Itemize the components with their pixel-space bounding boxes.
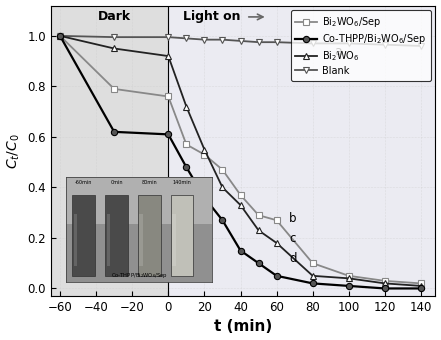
Bi$_2$WO$_6$ <box>382 282 388 286</box>
Text: b: b <box>289 211 297 224</box>
Bi$_2$WO$_6$ <box>57 34 63 38</box>
Bi$_2$WO$_6$ <box>220 185 225 189</box>
Text: a: a <box>334 45 342 58</box>
Bi$_2$WO$_6$/Sep <box>419 282 424 286</box>
Text: Dark: Dark <box>97 11 131 23</box>
Blank <box>202 38 207 42</box>
Bi$_2$WO$_6$/Sep <box>310 261 315 265</box>
Blank <box>419 44 424 48</box>
Bi$_2$WO$_6$ <box>166 54 171 58</box>
Co-THPP/Bi$_2$WO$_6$/Sep <box>166 132 171 136</box>
X-axis label: t (min): t (min) <box>214 320 273 335</box>
Co-THPP/Bi$_2$WO$_6$/Sep <box>274 274 279 278</box>
Blank <box>256 40 261 44</box>
Bi$_2$WO$_6$ <box>256 228 261 233</box>
Co-THPP/Bi$_2$WO$_6$/Sep <box>310 282 315 286</box>
Blank <box>238 39 243 43</box>
Bi$_2$WO$_6$/Sep <box>238 193 243 197</box>
Bi$_2$WO$_6$ <box>112 47 117 51</box>
Co-THPP/Bi$_2$WO$_6$/Sep <box>382 286 388 290</box>
Bi$_2$WO$_6$ <box>346 276 351 280</box>
Bi$_2$WO$_6$ <box>202 148 207 152</box>
Bi$_2$WO$_6$ <box>274 241 279 245</box>
Blank <box>274 40 279 44</box>
Blank <box>310 41 315 46</box>
Co-THPP/Bi$_2$WO$_6$/Sep <box>202 195 207 200</box>
Co-THPP/Bi$_2$WO$_6$/Sep <box>346 284 351 288</box>
Bi$_2$WO$_6$/Sep <box>202 153 207 157</box>
Blank <box>382 42 388 47</box>
Bar <box>51 5 168 296</box>
Bi$_2$WO$_6$/Sep <box>274 218 279 222</box>
Co-THPP/Bi$_2$WO$_6$/Sep <box>184 165 189 169</box>
Co-THPP/Bi$_2$WO$_6$/Sep <box>238 249 243 253</box>
Bi$_2$WO$_6$/Sep <box>184 142 189 147</box>
Bi$_2$WO$_6$/Sep <box>166 95 171 99</box>
Bi$_2$WO$_6$/Sep <box>382 279 388 283</box>
Bi$_2$WO$_6$/Sep <box>346 274 351 278</box>
Bi$_2$WO$_6$/Sep <box>57 34 63 38</box>
Blank <box>57 34 63 38</box>
Blank <box>220 38 225 42</box>
Blank <box>112 35 117 39</box>
Blank <box>166 35 171 39</box>
Y-axis label: $C_t/C_0$: $C_t/C_0$ <box>6 133 22 169</box>
Bi$_2$WO$_6$/Sep <box>256 213 261 217</box>
Blank <box>346 41 351 46</box>
Legend: Bi$_2$WO$_6$/Sep, Co-THPP/Bi$_2$WO$_6$/Sep, Bi$_2$WO$_6$, Blank: Bi$_2$WO$_6$/Sep, Co-THPP/Bi$_2$WO$_6$/S… <box>291 11 430 81</box>
Line: Bi$_2$WO$_6$: Bi$_2$WO$_6$ <box>57 33 424 289</box>
Co-THPP/Bi$_2$WO$_6$/Sep <box>419 286 424 290</box>
Co-THPP/Bi$_2$WO$_6$/Sep <box>220 218 225 222</box>
Line: Co-THPP/Bi$_2$WO$_6$/Sep: Co-THPP/Bi$_2$WO$_6$/Sep <box>57 33 424 292</box>
Text: c: c <box>289 232 295 245</box>
Co-THPP/Bi$_2$WO$_6$/Sep <box>57 34 63 38</box>
Co-THPP/Bi$_2$WO$_6$/Sep <box>112 130 117 134</box>
Line: Blank: Blank <box>57 33 424 49</box>
Bi$_2$WO$_6$/Sep <box>112 87 117 91</box>
Bi$_2$WO$_6$ <box>310 274 315 278</box>
Bi$_2$WO$_6$ <box>238 203 243 207</box>
Line: Bi$_2$WO$_6$/Sep: Bi$_2$WO$_6$/Sep <box>57 33 424 287</box>
Bi$_2$WO$_6$ <box>184 104 189 108</box>
Bi$_2$WO$_6$ <box>419 284 424 288</box>
Bar <box>168 5 435 296</box>
Blank <box>184 36 189 40</box>
Text: Light on: Light on <box>183 11 240 23</box>
Bi$_2$WO$_6$/Sep <box>220 168 225 172</box>
Text: d: d <box>289 252 297 265</box>
Co-THPP/Bi$_2$WO$_6$/Sep <box>256 261 261 265</box>
